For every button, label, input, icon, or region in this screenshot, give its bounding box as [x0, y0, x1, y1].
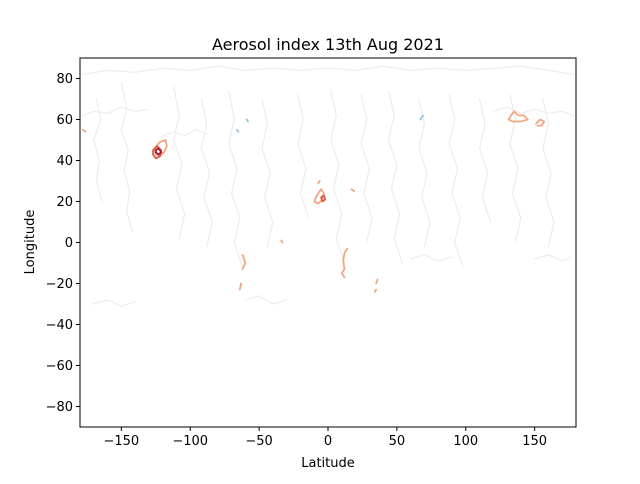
x-tick-label: −150 [103, 434, 139, 449]
x-axis-ticks: −150 −100 −50 0 50 100 150 [103, 427, 547, 449]
contour-line-low-18 [162, 129, 208, 137]
x-tick-label: −50 [245, 434, 272, 449]
contour-line-mid-34 [280, 239, 284, 244]
contour-line-neg-39 [236, 128, 240, 133]
contour-line-low-12 [448, 94, 464, 268]
y-tick-label: 0 [65, 236, 73, 251]
y-axis-ticks: 80 60 40 20 0 −20 −40 −60 −80 [46, 72, 80, 415]
y-tick-label: 40 [56, 154, 73, 169]
contour-line-mid-27 [313, 188, 325, 205]
contour-line-mid-38 [535, 118, 546, 127]
contour-line-high-29 [320, 194, 327, 203]
contour-line-mid-31 [340, 247, 349, 279]
contour-line-low-1 [93, 98, 103, 203]
contour-line-low-17 [492, 106, 574, 117]
contour-line-low-16 [82, 106, 150, 117]
x-tick-label: 50 [389, 434, 406, 449]
y-tick-label: 80 [56, 72, 73, 87]
x-tick-label: 0 [324, 434, 332, 449]
chart-title: Aerosol index 13th Aug 2021 [212, 35, 444, 54]
y-tick-label: 60 [56, 113, 73, 128]
contour-line-low-5 [228, 90, 244, 268]
y-axis-label: Longitude [23, 210, 38, 275]
contour-line-mid-30 [350, 188, 356, 193]
contour-line-mid-28 [317, 180, 321, 185]
contour-line-low-11 [418, 98, 431, 248]
contour-line-mid-35 [375, 278, 379, 285]
x-tick-label: −100 [172, 434, 208, 449]
contour-line-low-10 [388, 90, 403, 264]
contour-line-low-21 [410, 254, 453, 262]
contour-line-mid-23 [153, 139, 168, 158]
contour-line-mid-36 [373, 288, 378, 293]
contour-line-low-3 [173, 86, 186, 239]
x-tick-label: 150 [522, 434, 547, 449]
x-axis-label: Latitude [301, 456, 355, 471]
contour-line-low-22 [534, 254, 572, 262]
y-tick-label: −20 [46, 277, 73, 292]
contour-line-high-25 [152, 145, 163, 160]
y-tick-label: −80 [46, 400, 73, 415]
contour-line-low-13 [479, 98, 492, 223]
contour-line-neg-41 [245, 118, 250, 123]
y-tick-label: 20 [56, 195, 73, 210]
contour-line-low-0 [82, 65, 574, 76]
y-tick-label: −60 [46, 359, 73, 374]
contour-line-low-2 [120, 81, 133, 233]
contour-layer [81, 65, 574, 307]
contour-line-low-15 [542, 98, 555, 248]
contour-line-low-19 [93, 299, 136, 307]
contour-line-mid-24 [81, 128, 87, 133]
contour-line-low-7 [297, 94, 310, 219]
x-tick-label: 100 [453, 434, 478, 449]
contour-line-low-20 [244, 295, 288, 305]
contour-line-low-8 [330, 90, 346, 264]
contour-line-very_high-26 [154, 147, 163, 156]
contour-line-low-6 [261, 98, 274, 248]
contour-line-mid-33 [238, 282, 243, 291]
contour-line-low-4 [200, 98, 213, 248]
contour-line-low-9 [360, 94, 373, 244]
contour-line-mid-32 [241, 253, 247, 271]
contour-line-neg-40 [419, 114, 425, 121]
contour-line-low-14 [509, 94, 522, 244]
contour-line-mid-37 [507, 110, 529, 123]
y-tick-label: −40 [46, 318, 73, 333]
